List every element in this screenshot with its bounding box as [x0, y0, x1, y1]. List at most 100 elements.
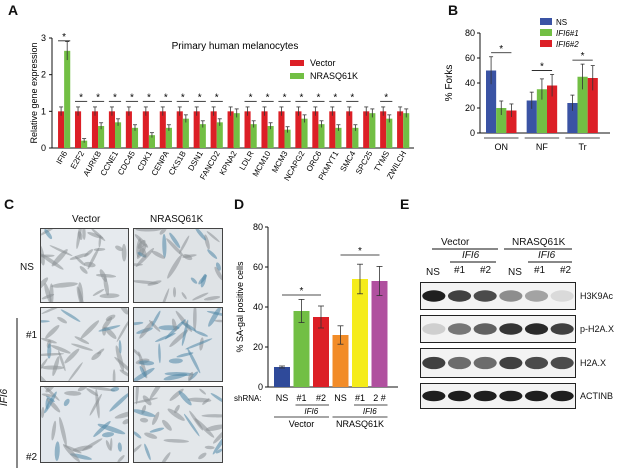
- cell-shape: [130, 444, 142, 455]
- cell-shape: [33, 371, 50, 388]
- cell-shape: [68, 362, 83, 382]
- bar: [293, 311, 310, 387]
- panel-label-c: C: [4, 196, 15, 212]
- cell-shape: [93, 420, 111, 438]
- col-header-vector: Vector: [72, 214, 101, 225]
- ifi6-bracket: [16, 318, 18, 468]
- y-tick-label: 80: [253, 222, 263, 232]
- cell-shape: [139, 320, 154, 339]
- cell-shape: [198, 274, 207, 285]
- cell-shape: [93, 247, 106, 252]
- cell-shape: [80, 320, 100, 339]
- y-axis-label: Relative gene expression: [29, 42, 39, 143]
- significance-star: *: [181, 92, 185, 103]
- cell-shape: [131, 280, 159, 285]
- cell-shape: [171, 318, 177, 332]
- bar: [261, 111, 268, 148]
- blot-label-ph2ax: p-H2A.X: [580, 324, 615, 334]
- cell-shape: [194, 330, 208, 337]
- cell-shape: [41, 393, 54, 397]
- band: [499, 390, 523, 402]
- cell-shape: [141, 247, 147, 258]
- cell-shape: [162, 419, 172, 431]
- x-tick-label: #1: [296, 393, 306, 403]
- cell-shape: [215, 448, 223, 454]
- band: [473, 323, 497, 335]
- y-tick-label: 60: [253, 262, 263, 272]
- cell-shape: [51, 282, 78, 288]
- bar: [332, 335, 349, 387]
- cell-shape: [139, 417, 149, 423]
- legend-swatch: [540, 40, 552, 47]
- cell-shape: [148, 320, 161, 332]
- y-tick-label: 1: [41, 106, 46, 116]
- cell-shape: [45, 324, 60, 339]
- cell-shape: [160, 452, 171, 466]
- cell-shape: [64, 445, 82, 454]
- cell-shape: [192, 292, 209, 301]
- cell-shape: [163, 439, 189, 443]
- cell-shape: [138, 360, 155, 366]
- micrograph-vector-ns: [35, 220, 129, 313]
- bar: [567, 103, 578, 133]
- cell-shape: [79, 266, 88, 274]
- chart-title: Primary human melanocytes: [172, 41, 299, 52]
- cell-shape: [205, 424, 226, 432]
- bar: [506, 110, 517, 133]
- bar: [547, 85, 558, 133]
- band: [447, 390, 472, 402]
- significance-star: *: [358, 246, 362, 257]
- bar: [227, 111, 234, 148]
- panel-label-e: E: [400, 196, 410, 212]
- band: [550, 390, 574, 402]
- band: [499, 290, 523, 302]
- cell-shape: [64, 390, 82, 396]
- significance-star: *: [130, 92, 134, 103]
- bar: [114, 122, 122, 148]
- cell-shape: [49, 245, 73, 257]
- cell-shape: [124, 263, 144, 266]
- x-tick-label: 2 #: [373, 393, 386, 403]
- cell-shape: [44, 391, 57, 414]
- cell-shape: [91, 351, 102, 361]
- cell-shape: [105, 440, 111, 451]
- bar: [363, 111, 370, 148]
- x-tick-label: CDC45: [116, 149, 137, 177]
- cell-shape: [144, 432, 158, 439]
- cell-shape: [87, 247, 100, 270]
- cell-shape: [86, 388, 99, 397]
- cell-shape: [37, 358, 48, 373]
- micrograph-nras-1: [129, 304, 233, 383]
- y-tick-label: 0: [41, 143, 46, 153]
- cell-shape: [119, 301, 129, 315]
- cell-shape: [112, 369, 116, 387]
- band: [447, 290, 472, 302]
- panel-label-a: A: [8, 2, 19, 18]
- bar: [98, 126, 105, 148]
- y-tick-label: 20: [465, 103, 475, 113]
- blot-label-h2ax: H2A.X: [580, 358, 607, 368]
- cell-shape: [49, 283, 54, 306]
- blot-h3k9ac: [420, 282, 576, 310]
- cell-shape: [151, 250, 165, 259]
- cell-shape: [187, 348, 201, 374]
- y-axis-label: % SA-gal positive cells: [235, 261, 245, 353]
- cell-shape: [208, 306, 222, 327]
- significance-star: *: [164, 92, 168, 103]
- significance-star: *: [62, 32, 66, 43]
- cell-shape: [59, 416, 67, 446]
- y-tick-label: 0: [258, 382, 263, 392]
- cell-shape: [151, 310, 161, 328]
- cell-shape: [95, 388, 100, 419]
- x-tick-label: KPNA2: [218, 149, 239, 177]
- bar: [346, 111, 353, 148]
- band: [524, 323, 549, 335]
- band: [447, 356, 472, 370]
- bar: [312, 111, 319, 148]
- cell-shape: [144, 443, 151, 461]
- bar: [329, 111, 336, 148]
- significance-star: *: [581, 51, 585, 62]
- bar: [58, 111, 65, 148]
- bar: [176, 111, 183, 148]
